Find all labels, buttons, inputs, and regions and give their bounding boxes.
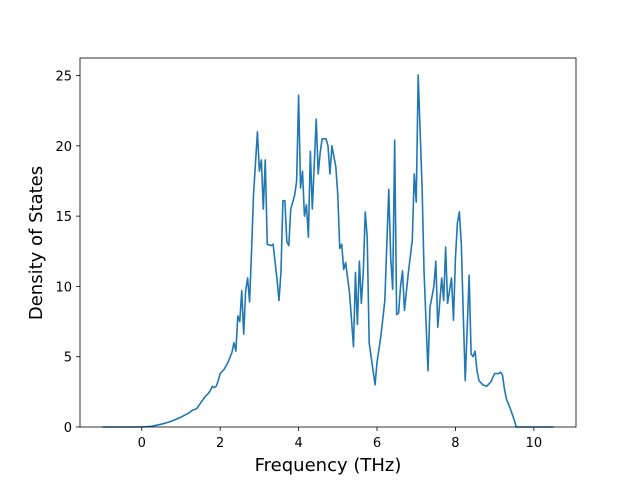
data-line	[102, 74, 554, 428]
x-tick-label: 0	[138, 436, 146, 451]
x-axis-label: Frequency (THz)	[255, 455, 402, 476]
plot-frame	[79, 57, 577, 428]
x-tick-label: 4	[294, 436, 302, 451]
y-tick-label: 0	[64, 421, 72, 436]
x-tick-label: 8	[451, 436, 459, 451]
y-tick-label: 25	[55, 70, 72, 85]
y-tick-label: 15	[55, 210, 72, 225]
y-tick-label: 10	[55, 280, 72, 295]
y-tick-label: 5	[64, 351, 72, 366]
y-tick-label: 20	[55, 140, 72, 155]
y-axis-label: Density of States	[26, 166, 47, 320]
x-tick-label: 10	[526, 436, 543, 451]
x-tick-label: 2	[216, 436, 224, 451]
x-tick-label: 6	[373, 436, 381, 451]
